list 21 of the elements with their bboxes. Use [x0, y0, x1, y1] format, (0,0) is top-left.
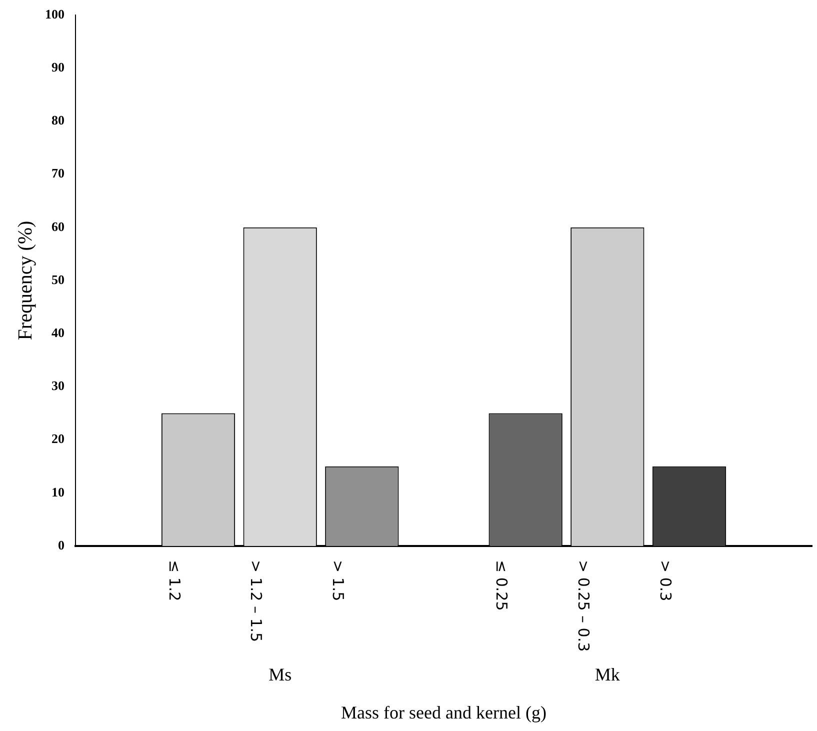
x-tick-label: > 1.2 – 1.5	[247, 560, 266, 642]
y-tick-label: 0	[58, 537, 64, 552]
x-tick-label: > 0.25 – 0.3	[574, 560, 593, 652]
x-axis-title: Mass for seed and kernel (g)	[341, 702, 546, 723]
text: Mk	[594, 664, 620, 685]
y-tick-label: 10	[52, 484, 64, 500]
y-tick-label: 90	[52, 59, 64, 74]
x-tick-label: ≤ 0.25	[492, 560, 511, 611]
y-tick-label: 20	[52, 431, 64, 446]
y-tick-label: 60	[52, 218, 64, 234]
x-tick-label: > 0.3	[656, 560, 674, 602]
y-tick-label: 70	[52, 166, 64, 181]
y-tick-label: 100	[45, 6, 64, 22]
y-tick-label: 50	[52, 272, 64, 287]
y-tick-label: 40	[52, 324, 64, 340]
y-tick-label: 80	[52, 112, 64, 128]
y-tick-label: 30	[52, 378, 64, 394]
y-axis-title: Frequency (%)	[14, 220, 36, 340]
text: Ms	[268, 664, 292, 685]
x-tick-label: > 1.5	[329, 560, 348, 602]
x-tick-label: ≤ 1.2	[165, 560, 184, 602]
